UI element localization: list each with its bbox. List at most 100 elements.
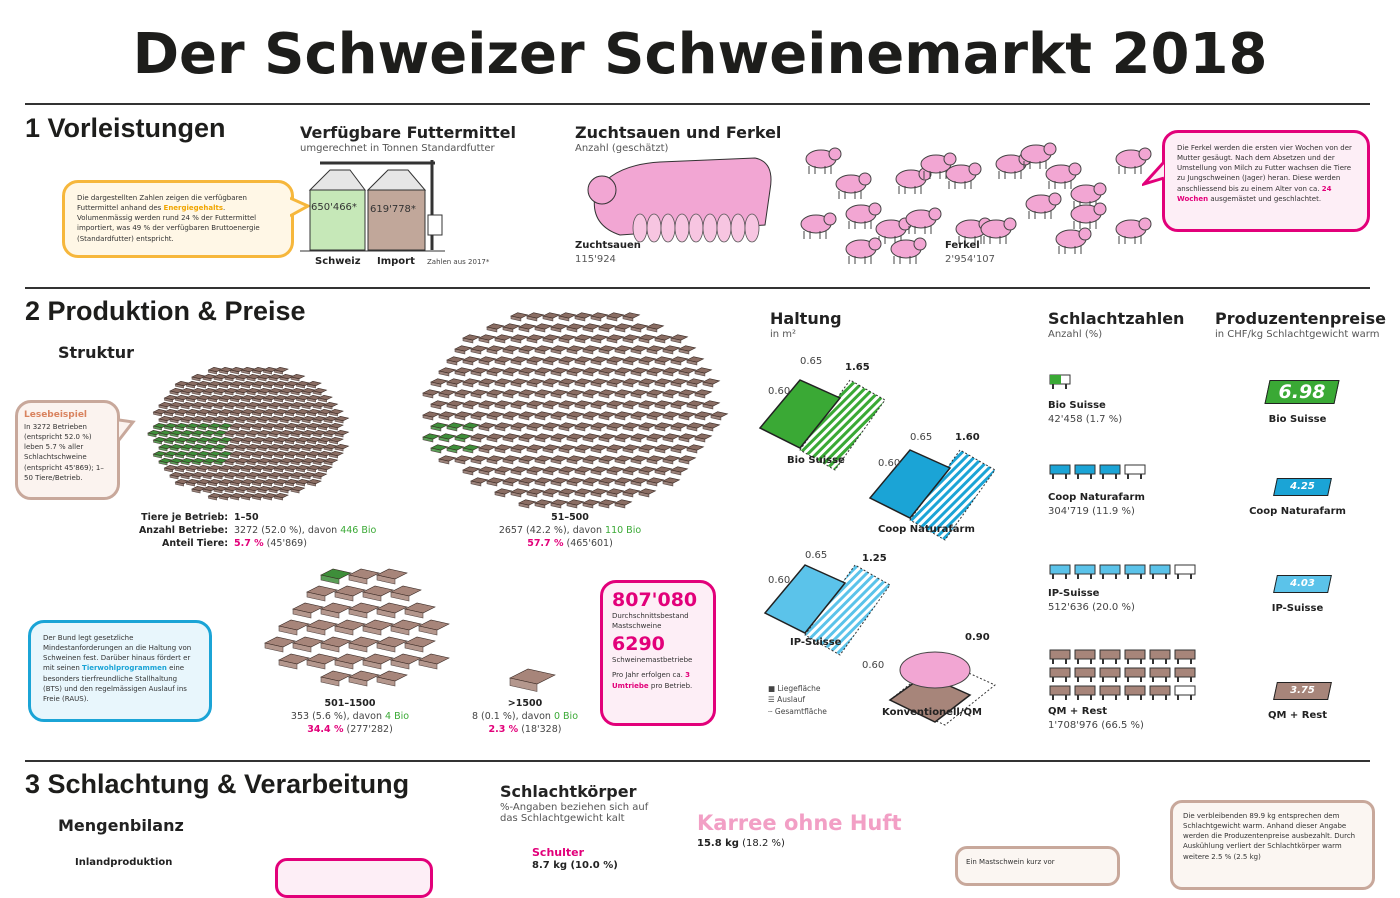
pig-count-icon: [1174, 685, 1196, 700]
farm-icon: [202, 415, 218, 424]
farm-icon: [582, 499, 601, 509]
farm-icon: [598, 455, 617, 465]
farm-icon: [470, 345, 489, 355]
farm-icon: [478, 356, 497, 366]
farm-icon: [334, 653, 366, 670]
haltung-item: [868, 449, 996, 541]
farm-icon: [224, 415, 240, 424]
feed-bubble-text: Die dargestellten Zahlen zeigen die verf…: [77, 194, 247, 213]
farm-icon: [630, 345, 649, 355]
farm-icon: [638, 400, 657, 410]
farm-icon: [510, 400, 529, 410]
haltung-auslauf-value: 0.65: [910, 432, 933, 443]
group-1-50: 1–50 3272 (52.0 %), davon 446 Bio 5.7 % …: [234, 512, 376, 550]
farm-icon: [494, 334, 513, 344]
label-betriebe: Anzahl Betriebe:: [138, 524, 228, 536]
farm-icon: [550, 323, 569, 333]
group-anteil-pct: 5.7 %: [234, 537, 264, 549]
farm-icon: [207, 394, 223, 403]
farm-icon: [558, 466, 577, 476]
farm-icon: [598, 411, 617, 421]
farm-icon: [694, 389, 713, 399]
farm-icon: [510, 356, 529, 366]
farm-icon: [686, 400, 705, 410]
farm-icon: [279, 429, 295, 438]
farm-icon: [558, 422, 577, 432]
farm-icon: [174, 394, 190, 403]
farm-icon: [614, 389, 633, 399]
farm-icon: [534, 389, 553, 399]
farm-icon: [518, 433, 537, 443]
farm-icon: [518, 367, 537, 377]
suckling-piglet-icon: [730, 213, 746, 243]
farm-icon: [320, 568, 352, 585]
haltung-liege-value: 0.60: [768, 575, 791, 586]
farm-icon: [348, 636, 380, 653]
farm-icon: [152, 436, 168, 445]
farm-icon: [638, 466, 657, 476]
farm-icon: [306, 450, 322, 459]
piglet-icon: [905, 207, 942, 234]
farm-icon: [196, 394, 212, 403]
farm-icon: [486, 367, 505, 377]
pig-count-icon: [1074, 464, 1096, 479]
haltung-item: [888, 651, 996, 726]
suckling-piglet-icon: [744, 213, 760, 243]
feed-note: Zahlen aus 2017*: [427, 258, 490, 266]
farm-icon: [646, 477, 665, 487]
farm-icon: [678, 389, 697, 399]
farm-icon: [566, 455, 585, 465]
farm-icon: [486, 433, 505, 443]
farm-icon: [590, 356, 609, 366]
farm-icon: [158, 443, 174, 452]
farm-icon: [229, 492, 245, 501]
farm-icon: [550, 433, 569, 443]
farm-icon: [191, 415, 207, 424]
bestand-value: 807'080: [612, 589, 698, 611]
farm-icon: [494, 444, 513, 454]
farm-icon: [526, 378, 545, 388]
piglet-icon: [1025, 192, 1062, 219]
farm-icon: [630, 323, 649, 333]
group-anteil-pct: 34.4 %: [307, 723, 344, 735]
farm-icon: [606, 334, 625, 344]
farm-icon: [638, 356, 657, 366]
feed-info-bubble: Die dargestellten Zahlen zeigen die verf…: [62, 180, 294, 258]
farm-icon: [646, 389, 665, 399]
farm-icon: [454, 455, 473, 465]
farm-icon: [257, 373, 273, 382]
farm-icon: [606, 466, 625, 476]
farm-icon: [268, 457, 284, 466]
farm-icon: [542, 422, 561, 432]
farm-icon: [257, 387, 273, 396]
feed-bubble-highlight: Energiegehalts: [163, 204, 224, 213]
farm-icon: [654, 378, 673, 388]
farm-icon: [257, 401, 273, 410]
farm-icon: [614, 411, 633, 421]
farm-icon: [510, 466, 529, 476]
farm-icon: [518, 389, 537, 399]
farm-icon: [240, 492, 256, 501]
farm-icon: [558, 400, 577, 410]
farm-icon: [558, 312, 577, 322]
farm-icon: [526, 334, 545, 344]
bund-text: Der Bund legt gesetzliche Mindestanforde…: [43, 634, 192, 673]
farm-icon: [494, 466, 513, 476]
farm-icon: [229, 478, 245, 487]
piglet-bubble-highlight: 24 Wochen: [1177, 184, 1332, 203]
farm-icon: [470, 367, 489, 377]
lesebeispiel-text: In 3272 Betrieben (entspricht 52.0 %) le…: [24, 423, 104, 482]
schlachtzahlen-title: Schlachtzahlen: [1048, 309, 1185, 328]
farm-icon: [510, 444, 529, 454]
farm-icon: [542, 312, 561, 322]
suckling-piglet-icon: [660, 213, 676, 243]
farm-icon: [312, 387, 328, 396]
farm-icon: [582, 389, 601, 399]
group-bio: 446 Bio: [340, 524, 377, 536]
farm-icon: [622, 378, 641, 388]
schulter-value: 8.7 kg (10.0 %): [532, 860, 618, 871]
farm-icon: [510, 334, 529, 344]
farm-icon: [202, 471, 218, 480]
farm-icon: [185, 394, 201, 403]
pig-count-icon: [1049, 649, 1071, 664]
